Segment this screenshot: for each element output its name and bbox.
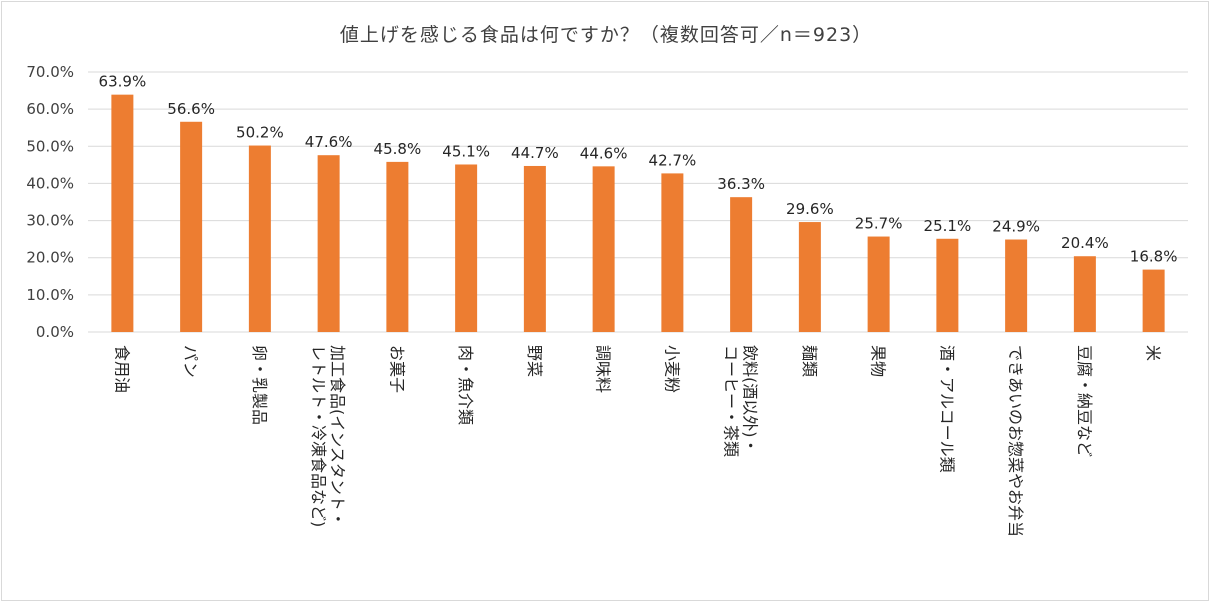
data-label: 20.4% <box>1061 234 1109 252</box>
bar <box>798 222 821 332</box>
category-label: できあいのお惣菜やお弁当 <box>1006 345 1025 537</box>
data-label: 45.8% <box>374 140 422 158</box>
data-label: 56.6% <box>167 100 215 118</box>
category-labels: 食用油 パン 卵・乳製品 加工食品(インスタント・レトルト・冷凍食品など) お菓子 肉・魚… <box>112 345 1162 537</box>
bar <box>1073 256 1096 332</box>
bar <box>592 166 615 332</box>
data-label: 25.7% <box>855 215 903 233</box>
category-label: 食用油 <box>112 345 131 393</box>
gridlines <box>88 71 1188 333</box>
category-label: パン <box>181 345 200 378</box>
bars <box>111 94 1165 333</box>
data-label: 29.6% <box>786 200 834 218</box>
y-tick-label: 60.0% <box>26 100 74 118</box>
data-label: 50.2% <box>236 124 284 142</box>
bar <box>455 164 478 332</box>
data-label: 45.1% <box>442 142 490 160</box>
bar <box>867 236 890 332</box>
y-tick-label: 0.0% <box>36 323 74 341</box>
data-label: 36.3% <box>717 175 765 193</box>
bar <box>317 155 340 332</box>
bar <box>936 238 959 332</box>
data-label: 25.1% <box>924 217 972 235</box>
y-tick-label: 70.0% <box>26 63 74 81</box>
bar <box>1005 239 1028 332</box>
bar <box>111 94 134 333</box>
bar <box>1142 269 1165 332</box>
bar <box>248 145 271 332</box>
category-label: 野菜 <box>525 345 544 377</box>
category-label: 飲料(酒以外)・ <box>741 345 760 454</box>
bar <box>523 165 546 332</box>
category-label: 果物 <box>869 345 888 377</box>
category-label: 卵・乳製品 <box>250 345 269 425</box>
y-tick-label: 30.0% <box>26 212 74 230</box>
data-label: 16.8% <box>1130 248 1178 266</box>
category-label: 調味料 <box>594 345 613 393</box>
category-label: 小麦粉 <box>662 345 681 393</box>
y-tick-label: 40.0% <box>26 174 74 192</box>
category-label: 酒・アルコール類 <box>937 345 956 473</box>
category-label: お菓子 <box>387 345 406 393</box>
data-label: 47.6% <box>305 133 353 151</box>
y-tick-label: 20.0% <box>26 249 74 267</box>
y-axis-ticks: 0.0% 10.0% 20.0% 30.0% 40.0% 50.0% 60.0% 70.0% <box>26 63 74 341</box>
data-label: 44.7% <box>511 144 559 162</box>
data-label: 42.7% <box>649 151 697 169</box>
chart-title: 値上げを感じる食品は何ですか？（複数回答可／n＝923） <box>339 24 873 46</box>
category-label: レトルト・冷凍食品など) <box>309 345 328 527</box>
y-tick-label: 50.0% <box>26 137 74 155</box>
category-label: 肉・魚介類 <box>456 345 475 425</box>
data-label: 63.9% <box>99 73 147 91</box>
bar <box>730 197 753 332</box>
data-label: 44.6% <box>580 144 628 162</box>
category-label: 加工食品(インスタント・ <box>328 345 347 527</box>
bar <box>180 121 203 333</box>
category-label: 米 <box>1144 345 1163 361</box>
bar <box>386 161 409 332</box>
data-labels: 63.9% 56.6% 50.2% 47.6% 45.8% 45.1% 44.7% 44.6%… <box>99 73 1178 266</box>
data-label: 24.9% <box>992 218 1040 236</box>
category-label: コーヒー・茶類 <box>722 345 741 457</box>
category-label: 豆腐・納豆など <box>1075 345 1094 457</box>
bar <box>661 173 684 332</box>
category-label: 麺類 <box>800 345 819 377</box>
y-tick-label: 10.0% <box>26 286 74 304</box>
